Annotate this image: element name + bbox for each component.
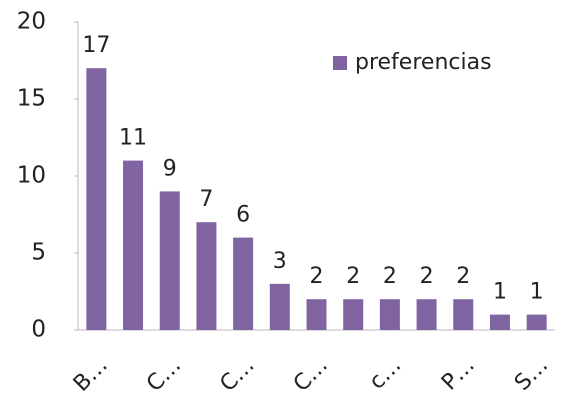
data-label: 2 <box>346 264 360 289</box>
bar <box>453 299 474 330</box>
data-label: 17 <box>82 33 110 58</box>
y-tick-label: 15 <box>17 86 46 112</box>
x-tick-label: S… <box>510 353 553 396</box>
data-label: 7 <box>199 187 213 212</box>
bar <box>233 237 254 330</box>
bar <box>343 299 364 330</box>
bar <box>489 314 510 330</box>
bar <box>123 160 144 330</box>
x-tick-label: C… <box>142 353 186 397</box>
data-label: 2 <box>456 264 470 289</box>
data-label: 9 <box>163 156 177 181</box>
bar <box>159 191 180 330</box>
data-label: 11 <box>119 126 147 151</box>
x-tick-label: C… <box>289 353 333 397</box>
data-label: 6 <box>236 203 250 228</box>
x-tick-label: C… <box>215 353 259 397</box>
data-label: 1 <box>530 280 544 305</box>
data-label: 2 <box>420 264 434 289</box>
data-label: 2 <box>383 264 397 289</box>
bar <box>379 299 400 330</box>
bar <box>269 283 290 330</box>
y-tick-label: 20 <box>17 9 46 35</box>
bar <box>416 299 437 330</box>
y-tick-label: 5 <box>31 240 46 266</box>
data-label: 2 <box>310 264 324 289</box>
x-tick-label: P… <box>437 353 480 396</box>
legend-swatch <box>333 56 347 70</box>
legend-label: preferencias <box>355 50 492 75</box>
bar <box>86 68 107 330</box>
bar <box>196 222 217 330</box>
x-tick-label: c… <box>365 353 407 395</box>
bar <box>306 299 327 330</box>
data-label: 1 <box>493 280 507 305</box>
x-tick-label: B… <box>69 353 113 397</box>
bar <box>526 314 547 330</box>
y-tick-label: 10 <box>17 163 46 189</box>
y-tick-label: 0 <box>31 317 46 343</box>
data-label: 3 <box>273 249 287 274</box>
